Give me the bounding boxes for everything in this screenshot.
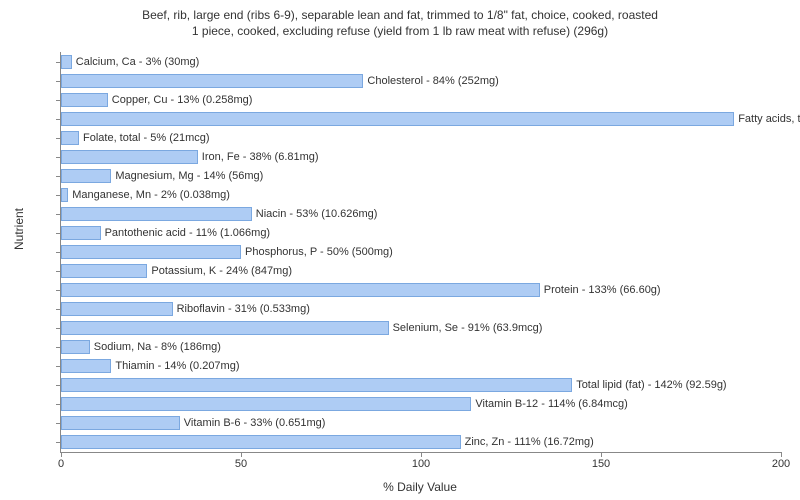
bar-row: Vitamin B-12 - 114% (6.84mcg) xyxy=(61,397,781,411)
x-tick-mark xyxy=(61,452,62,457)
x-axis-label: % Daily Value xyxy=(60,480,780,494)
x-tick-label: 200 xyxy=(772,458,790,470)
bar xyxy=(61,188,68,202)
bar xyxy=(61,359,111,373)
plot-area: Calcium, Ca - 3% (30mg) Cholesterol - 84%… xyxy=(60,52,781,453)
bar xyxy=(61,150,198,164)
bar xyxy=(61,397,471,411)
bar-label: Magnesium, Mg - 14% (56mg) xyxy=(111,169,263,183)
bar-row: Iron, Fe - 38% (6.81mg) xyxy=(61,150,781,164)
bar xyxy=(61,321,389,335)
bar-row: Calcium, Ca - 3% (30mg) xyxy=(61,55,781,69)
bar-label: Zinc, Zn - 111% (16.72mg) xyxy=(461,435,594,449)
bar-row: Manganese, Mn - 2% (0.038mg) xyxy=(61,188,781,202)
title-line-2: 1 piece, cooked, excluding refuse (yield… xyxy=(192,24,608,38)
bar xyxy=(61,245,241,259)
bar-label: Fatty acids, total saturated - 187% (37.… xyxy=(734,112,800,126)
bar-label: Phosphorus, P - 50% (500mg) xyxy=(241,245,393,259)
bar-row: Copper, Cu - 13% (0.258mg) xyxy=(61,93,781,107)
bar-row: Phosphorus, P - 50% (500mg) xyxy=(61,245,781,259)
bar xyxy=(61,340,90,354)
bar xyxy=(61,93,108,107)
bar-row: Fatty acids, total saturated - 187% (37.… xyxy=(61,112,781,126)
x-tick-mark xyxy=(781,452,782,457)
bar-label: Cholesterol - 84% (252mg) xyxy=(363,74,498,88)
bar-label: Folate, total - 5% (21mcg) xyxy=(79,131,210,145)
bar-label: Sodium, Na - 8% (186mg) xyxy=(90,340,221,354)
bar xyxy=(61,283,540,297)
x-tick-label: 0 xyxy=(58,458,64,470)
bar-label: Protein - 133% (66.60g) xyxy=(540,283,661,297)
bar-row: Sodium, Na - 8% (186mg) xyxy=(61,340,781,354)
bar-row: Thiamin - 14% (0.207mg) xyxy=(61,359,781,373)
bar xyxy=(61,207,252,221)
bar-row: Cholesterol - 84% (252mg) xyxy=(61,74,781,88)
bar-label: Vitamin B-6 - 33% (0.651mg) xyxy=(180,416,326,430)
bar xyxy=(61,302,173,316)
bar-row: Magnesium, Mg - 14% (56mg) xyxy=(61,169,781,183)
bar-row: Potassium, K - 24% (847mg) xyxy=(61,264,781,278)
bar-label: Iron, Fe - 38% (6.81mg) xyxy=(198,150,319,164)
chart-container: Beef, rib, large end (ribs 6-9), separab… xyxy=(0,0,800,500)
x-tick-label: 100 xyxy=(412,458,430,470)
bar-row: Folate, total - 5% (21mcg) xyxy=(61,131,781,145)
bar xyxy=(61,169,111,183)
bar-label: Thiamin - 14% (0.207mg) xyxy=(111,359,239,373)
bar xyxy=(61,264,147,278)
bar-label: Total lipid (fat) - 142% (92.59g) xyxy=(572,378,726,392)
bar-label: Selenium, Se - 91% (63.9mcg) xyxy=(389,321,543,335)
bar xyxy=(61,74,363,88)
bar-row: Selenium, Se - 91% (63.9mcg) xyxy=(61,321,781,335)
bar-label: Manganese, Mn - 2% (0.038mg) xyxy=(68,188,230,202)
bar-label: Copper, Cu - 13% (0.258mg) xyxy=(108,93,253,107)
bar-row: Total lipid (fat) - 142% (92.59g) xyxy=(61,378,781,392)
bar xyxy=(61,55,72,69)
y-axis-label: Nutrient xyxy=(12,208,26,250)
bar-row: Niacin - 53% (10.626mg) xyxy=(61,207,781,221)
bar-row: Vitamin B-6 - 33% (0.651mg) xyxy=(61,416,781,430)
bar-label: Vitamin B-12 - 114% (6.84mcg) xyxy=(471,397,627,411)
x-tick-mark xyxy=(601,452,602,457)
x-tick-mark xyxy=(421,452,422,457)
bar-row: Pantothenic acid - 11% (1.066mg) xyxy=(61,226,781,240)
bar xyxy=(61,131,79,145)
bar-label: Potassium, K - 24% (847mg) xyxy=(147,264,292,278)
bar xyxy=(61,226,101,240)
bar xyxy=(61,112,734,126)
x-tick-label: 50 xyxy=(235,458,247,470)
chart-title: Beef, rib, large end (ribs 6-9), separab… xyxy=(0,0,800,43)
bar-label: Pantothenic acid - 11% (1.066mg) xyxy=(101,226,271,240)
bar-label: Riboflavin - 31% (0.533mg) xyxy=(173,302,310,316)
bar-label: Calcium, Ca - 3% (30mg) xyxy=(72,55,199,69)
bar xyxy=(61,378,572,392)
bar xyxy=(61,416,180,430)
bar-row: Zinc, Zn - 111% (16.72mg) xyxy=(61,435,781,449)
bar-row: Protein - 133% (66.60g) xyxy=(61,283,781,297)
title-line-1: Beef, rib, large end (ribs 6-9), separab… xyxy=(142,8,658,22)
bar-row: Riboflavin - 31% (0.533mg) xyxy=(61,302,781,316)
bar-label: Niacin - 53% (10.626mg) xyxy=(252,207,378,221)
x-tick-label: 150 xyxy=(592,458,610,470)
x-tick-mark xyxy=(241,452,242,457)
bar xyxy=(61,435,461,449)
